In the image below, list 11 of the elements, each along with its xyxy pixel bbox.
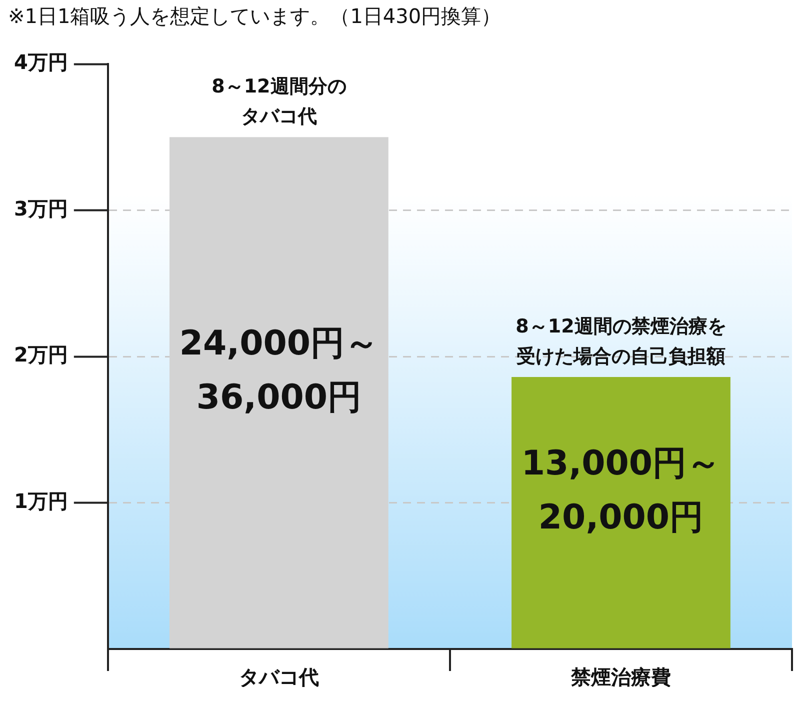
annotation: 13,000円～20,000円 (521, 443, 721, 538)
annotation: 8～12週間の禁煙治療を (516, 315, 726, 338)
y-tick-label: 3万円 (14, 196, 68, 220)
y-tick-label: 2万円 (14, 342, 68, 367)
annotation: タバコ代 (240, 106, 317, 128)
y-tick-label: 4万円 (14, 50, 68, 74)
y-tick-label: 1万円 (14, 488, 68, 513)
annotation: 24,000円～36,000円 (179, 324, 379, 418)
annotation: 8～12週間分の (212, 76, 346, 98)
text: ※1日1箱吸う人を想定しています。（1日430円換算） (8, 4, 502, 28)
annotation: 受けた場合の自己負担額 (516, 345, 726, 368)
